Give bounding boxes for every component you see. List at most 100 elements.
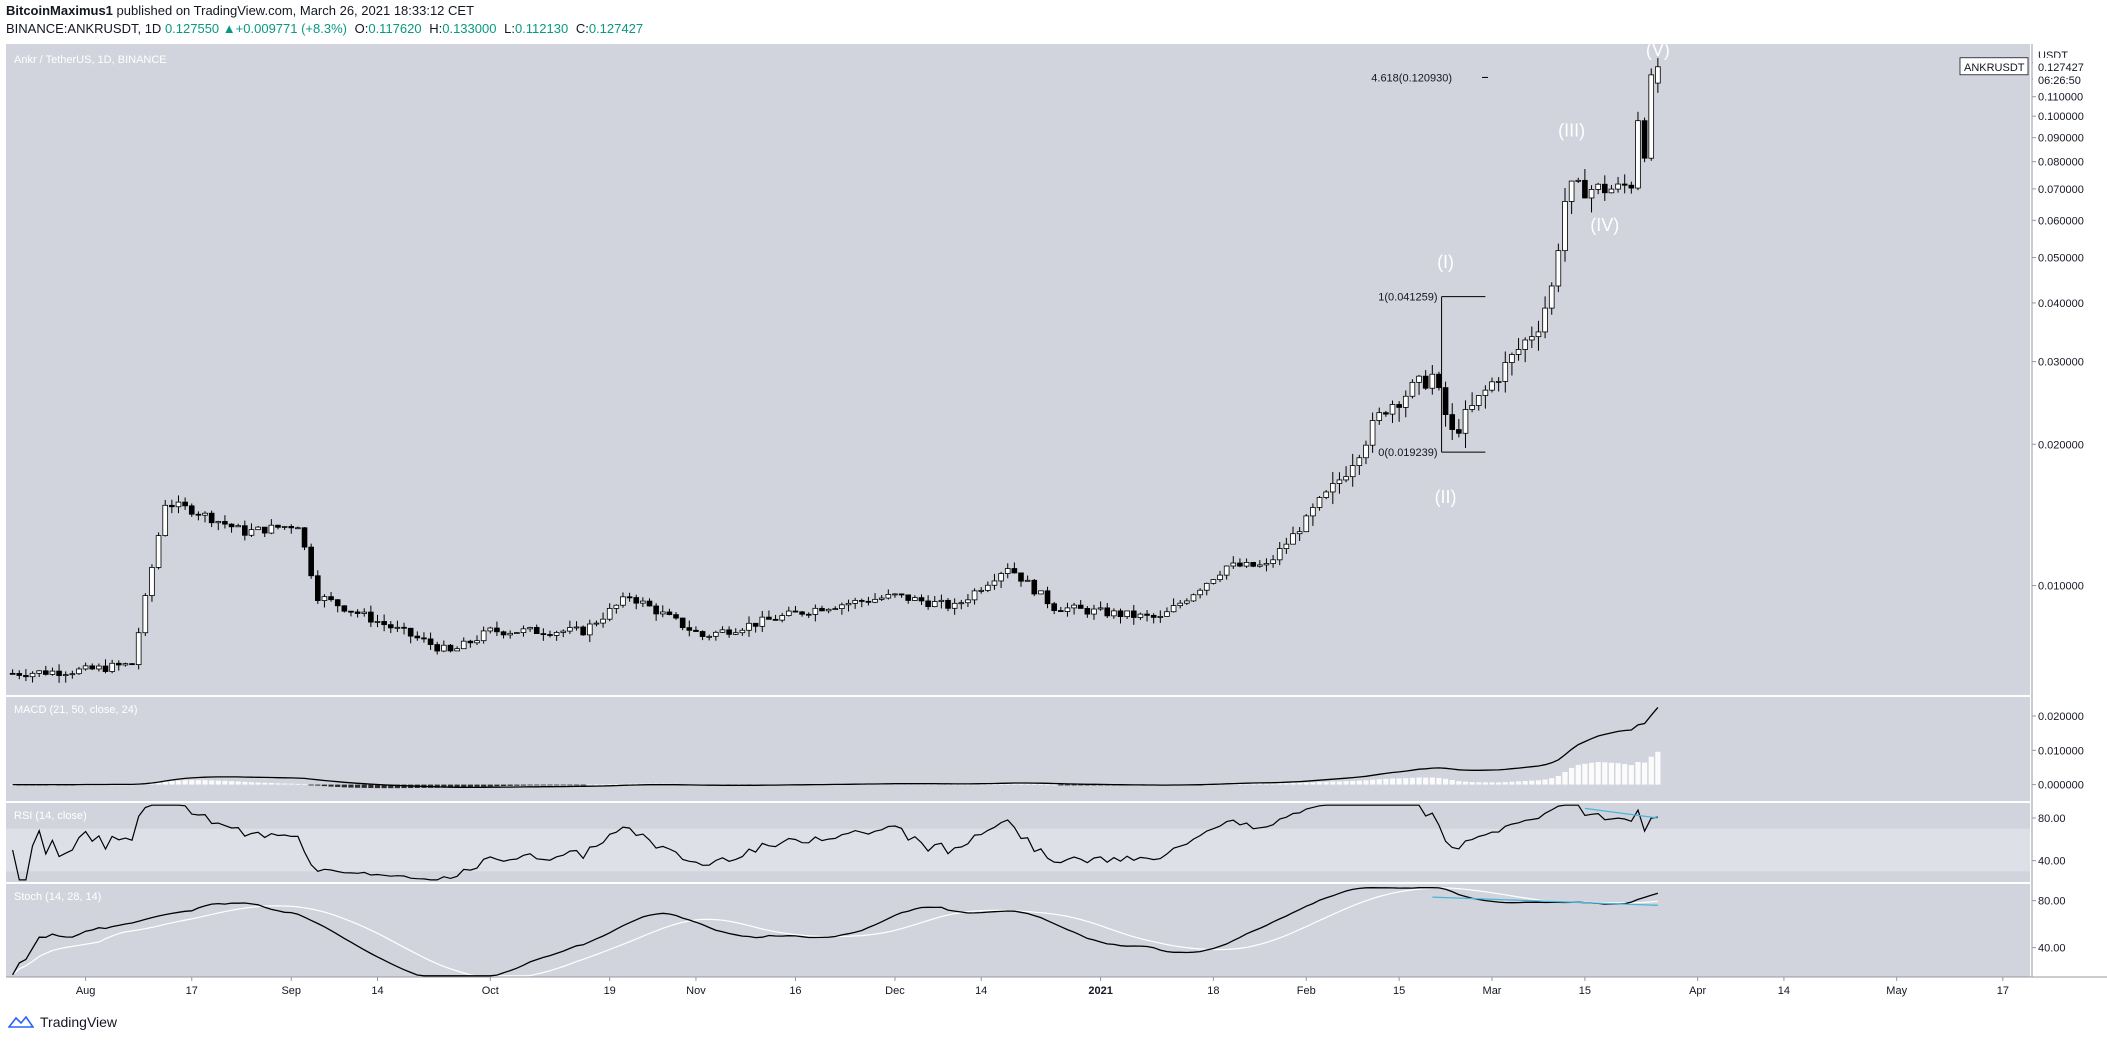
candle-body	[1535, 331, 1542, 338]
macd-hist-bar	[1569, 767, 1575, 785]
wave-label: (I)	[1437, 252, 1454, 272]
macd-hist-bar	[388, 784, 394, 789]
macd-hist-bar	[1456, 781, 1462, 785]
candle-body	[248, 529, 255, 536]
macd-histogram	[10, 751, 1661, 789]
candle-body	[368, 611, 374, 623]
candle-body	[567, 627, 573, 632]
macd-hist-bar	[348, 784, 354, 788]
candle-body	[295, 527, 301, 530]
macd-hist-bar	[275, 783, 281, 785]
candle-body	[1257, 564, 1263, 567]
candle-body	[1555, 250, 1562, 287]
candle-body	[1376, 412, 1383, 421]
candle-body	[1104, 607, 1111, 617]
candle-body	[732, 632, 739, 635]
macd-hist-bar	[514, 784, 520, 786]
macd-hist-bar	[1409, 777, 1416, 785]
candle-body	[1515, 349, 1522, 355]
candle-body	[653, 605, 659, 615]
candle-body	[1058, 610, 1064, 612]
candle-body	[354, 611, 361, 614]
time-tick-label: 15	[1579, 985, 1591, 997]
candle-body	[334, 599, 341, 607]
candle-body	[686, 627, 693, 631]
macd-hist-bar	[461, 784, 467, 788]
stoch-tick-label: 40.00	[2038, 943, 2066, 955]
rsi-divergence-line	[1584, 807, 1658, 819]
candle-body	[1071, 604, 1077, 609]
candle-body	[76, 668, 82, 675]
candle-body	[839, 604, 845, 610]
macd-hist-bar	[262, 782, 268, 785]
candle-body	[1608, 188, 1615, 194]
candle-body	[865, 600, 872, 603]
time-tick-label: Nov	[686, 985, 706, 997]
macd-hist-bar	[301, 784, 308, 786]
candle-body	[606, 607, 613, 620]
wave-label: (II)	[1435, 487, 1457, 507]
stoch-divergence-line	[1432, 896, 1658, 906]
candle-body	[434, 644, 441, 652]
candle-body	[812, 607, 819, 615]
candle-body	[255, 526, 261, 531]
candle-body	[938, 599, 945, 602]
macd-hist-bar	[620, 783, 626, 785]
candle-body	[1077, 604, 1084, 609]
macd-hist-bar	[255, 782, 261, 785]
candle-body	[407, 627, 414, 637]
macd-hist-bar	[1529, 780, 1535, 785]
macd-hist-bar	[1363, 780, 1369, 785]
candle-body	[188, 505, 195, 515]
candle-body	[1223, 565, 1230, 576]
candle-body	[1595, 183, 1601, 190]
candle-body	[1031, 579, 1038, 595]
macd-hist-bar	[1535, 780, 1542, 785]
candle-body	[726, 629, 732, 635]
candle-body	[275, 524, 281, 528]
candle-body	[348, 610, 354, 613]
candle-body	[321, 596, 328, 601]
price-tick-label: 0.010000	[2038, 581, 2084, 593]
time-tick-label: May	[1886, 985, 1907, 997]
candle-body	[36, 670, 42, 674]
macd-hist-bar	[202, 780, 208, 785]
macd-hist-bar	[1648, 756, 1654, 785]
candle-body	[1495, 381, 1502, 383]
candle-body	[580, 626, 586, 636]
chart-canvas[interactable]: 0.010000 0.020000 0.030000 0.040000 0.050000…	[0, 0, 2107, 1005]
candle-body	[387, 624, 394, 629]
candle-body	[115, 662, 122, 666]
price-tick-label: 0.020000	[2038, 439, 2084, 451]
candle-body	[706, 635, 713, 638]
macd-hist-bar	[918, 784, 925, 785]
macd-hist-bar	[573, 784, 580, 786]
candle-body	[1230, 562, 1237, 567]
macd-hist-bar	[1243, 783, 1250, 785]
candle-body	[1064, 607, 1071, 612]
candle-body	[1402, 395, 1409, 408]
candle-body	[679, 617, 686, 629]
candle-body	[905, 594, 912, 601]
price-tick-label: 0.080000	[2038, 157, 2084, 169]
time-tick-label: 18	[1207, 985, 1219, 997]
macd-hist-bar	[195, 780, 201, 785]
candle-body	[1310, 507, 1316, 517]
macd-hist-bar	[912, 783, 918, 785]
macd-hist-bar	[1403, 778, 1409, 785]
candle-body	[222, 521, 228, 525]
candle-body	[427, 638, 434, 645]
candle-body	[1548, 285, 1555, 309]
macd-hist-bar	[1608, 762, 1615, 785]
rsi-tick-label: 80.00	[2038, 813, 2066, 825]
close-label: C:	[575, 21, 589, 36]
close-value: 0.127427	[588, 21, 644, 36]
candle-body	[1396, 404, 1402, 408]
candle-body	[626, 596, 633, 599]
candle-body	[1177, 602, 1184, 606]
candle-body	[925, 600, 931, 608]
candle-body	[1628, 184, 1635, 189]
change-arrow-icon: ▲	[222, 21, 236, 36]
macd-hist-bar	[1263, 783, 1270, 785]
price-pane-title: Ankr / TetherUS, 1D, BINANCE	[14, 54, 167, 66]
